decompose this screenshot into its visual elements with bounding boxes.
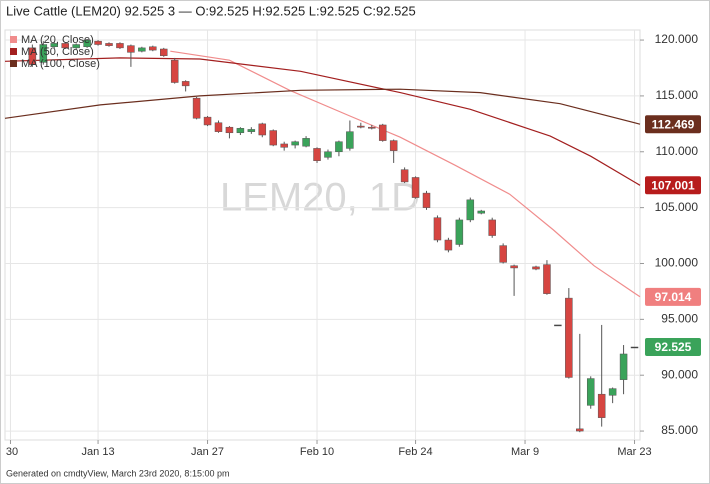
candle-body: [565, 297, 573, 378]
candle-body: [170, 59, 179, 83]
candle-body: [422, 192, 431, 208]
candle-body: [357, 125, 365, 128]
candle-body: [61, 43, 69, 49]
candle-body: [149, 46, 157, 51]
candle-body: [105, 43, 113, 46]
candle-body: [466, 199, 475, 221]
watermark: LEM20, 1D: [220, 176, 420, 220]
candle-body: [138, 47, 146, 52]
legend-entry: MA (50, Close): [21, 46, 94, 58]
candle-body: [389, 140, 398, 151]
candle-body: [214, 122, 223, 132]
last-price-label: 92.525: [655, 340, 692, 354]
candle-body: [192, 97, 201, 119]
x-tick-label: Feb 24: [398, 446, 432, 458]
y-tick-label: 120.000: [655, 32, 699, 46]
last-value-label: 97.014: [655, 290, 692, 304]
grid: [5, 30, 644, 444]
last-price-box: [645, 337, 701, 356]
y-tick-label: 85.000: [661, 423, 698, 437]
x-tick-label: 30: [6, 446, 18, 458]
candle-body: [608, 388, 617, 396]
candle-body: [400, 169, 409, 183]
candle-body: [597, 393, 606, 418]
x-tick-label: Mar 9: [511, 446, 539, 458]
candle-body: [576, 428, 584, 432]
y-tick-label: 95.000: [661, 312, 698, 326]
ma-line: [4, 88, 641, 125]
candle-body: [302, 138, 310, 147]
chart-title: Live Cattle (LEM20) 92.525 3 — O:92.525 …: [6, 3, 416, 18]
candle-body: [510, 265, 518, 269]
x-tick-label: Jan 27: [191, 446, 224, 458]
marks: [4, 38, 641, 433]
legend-entry: MA (100, Close): [21, 58, 100, 70]
last-value-box: [645, 115, 701, 134]
y-tick-label: 115.000: [656, 88, 699, 102]
candle-body: [39, 44, 48, 63]
candle-body: [499, 245, 507, 263]
candle-body: [477, 210, 485, 214]
candle-body: [488, 219, 496, 236]
x-tick-label: Mar 23: [617, 446, 651, 458]
last-value-label: 112.469: [652, 117, 695, 131]
candle-body: [83, 39, 91, 48]
candle-body: [554, 324, 562, 327]
candle-body: [258, 123, 267, 136]
x-tick-label: Feb 10: [300, 446, 334, 458]
candle-body: [236, 128, 245, 134]
ma-line: [170, 50, 641, 298]
candle-body: [280, 143, 288, 148]
candle-body: [247, 129, 256, 132]
candle-body: [543, 264, 551, 294]
x-tick-label: Jan 13: [82, 446, 115, 458]
candle-body: [28, 47, 37, 65]
labels: 85.000 90.000 95.000 100.000 105.000 110.000 1…: [6, 32, 701, 458]
candle-body: [94, 40, 102, 45]
plot-area: [4, 29, 641, 441]
legend-swatch: [10, 48, 17, 55]
y-tick-label: 105.000: [655, 200, 699, 214]
y-tick-label: 90.000: [661, 367, 698, 381]
candle-body: [444, 239, 453, 251]
candle-body: [411, 177, 420, 198]
last-value-box: [645, 287, 701, 306]
legend-swatch: [10, 60, 17, 67]
y-tick-label: 100.000: [655, 256, 699, 270]
legend-entry: MA (20, Close): [21, 34, 94, 46]
last-value-label: 107.001: [651, 178, 695, 192]
candle-body: [269, 130, 277, 146]
y-tick-label: 110.000: [656, 144, 699, 158]
candle-body: [324, 151, 332, 158]
candle-body: [368, 126, 376, 129]
legend-swatch: [10, 36, 17, 43]
last-value-box: [645, 176, 701, 195]
candle-body: [630, 346, 639, 349]
candle-body: [116, 43, 124, 49]
footer: Generated on cmdtyView, March 23rd 2020,…: [6, 468, 229, 478]
candle-body: [72, 44, 80, 49]
candle-body: [346, 131, 354, 149]
candle-body: [586, 378, 595, 406]
candle-body: [225, 126, 234, 134]
candle-body: [335, 141, 343, 153]
candle-body: [532, 266, 540, 270]
candle-body: [50, 43, 59, 48]
candle-body: [378, 124, 387, 141]
candle-body: [291, 141, 299, 146]
candle-body: [127, 45, 135, 53]
candle-body: [433, 217, 442, 241]
candle-body: [619, 353, 628, 380]
candle-body: [455, 219, 464, 245]
candle-body: [181, 81, 190, 87]
candle-body: [203, 116, 212, 126]
candle-body: [313, 148, 321, 161]
candle-body: [160, 48, 168, 56]
ma-line: [4, 57, 641, 186]
